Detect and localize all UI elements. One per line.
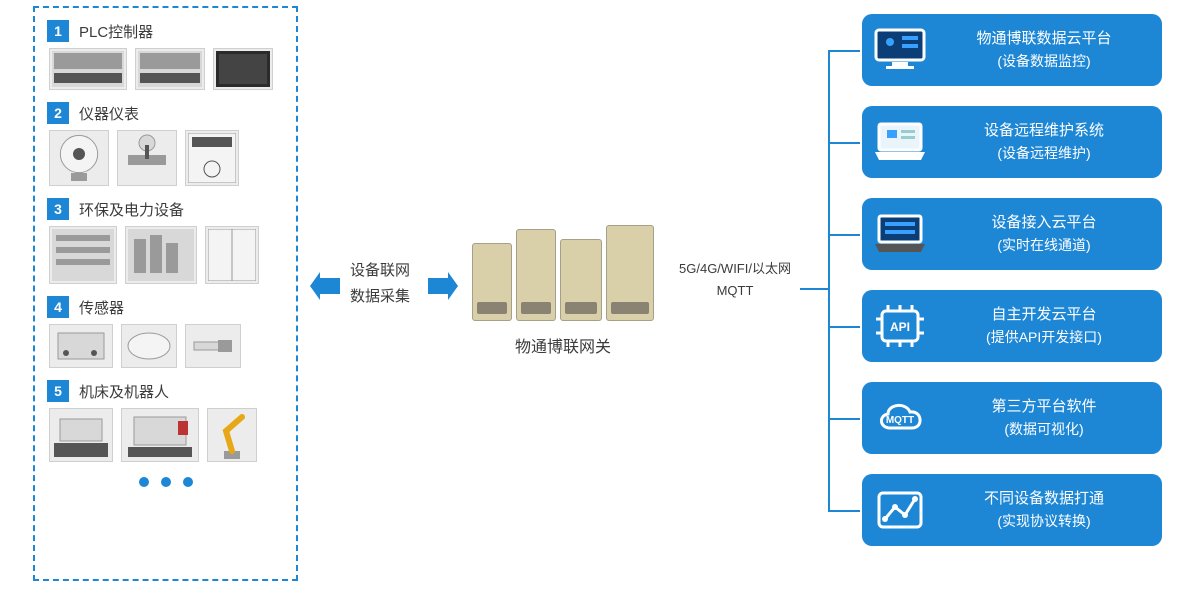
card-text: 第三方平台软件 (数据可视化) xyxy=(940,396,1148,440)
category-title: PLC控制器 xyxy=(79,21,153,42)
card-title: 设备远程维护系统 xyxy=(940,120,1148,142)
arrow-right-icon xyxy=(428,272,458,300)
category-number: 1 xyxy=(47,20,69,42)
card-text: 设备接入云平台 (实时在线通道) xyxy=(940,212,1148,256)
monitor-dash-icon xyxy=(872,24,928,76)
category-number: 4 xyxy=(47,296,69,318)
category-1: 1 PLC控制器 xyxy=(47,20,284,90)
device-thumb-lathe xyxy=(49,408,113,462)
device-thumb-rack xyxy=(135,48,205,90)
laptop-dark-icon xyxy=(872,208,928,260)
platform-card-6: 不同设备数据打通 (实现协议转换) xyxy=(862,474,1162,546)
card-text: 不同设备数据打通 (实现协议转换) xyxy=(940,488,1148,532)
label-data-collect: 数据采集 xyxy=(335,284,425,310)
device-thumb-box xyxy=(49,324,113,368)
device-thumb-pipes xyxy=(49,226,117,284)
device-thumb-plant xyxy=(125,226,197,284)
category-2: 2 仪器仪表 xyxy=(47,102,284,186)
device-categories-panel: 1 PLC控制器 2 仪器仪表 3 环保及电力设备 4 传感器 5 机床及机器人 xyxy=(33,6,298,581)
category-3: 3 环保及电力设备 xyxy=(47,198,284,284)
card-title: 自主开发云平台 xyxy=(940,304,1148,326)
platform-cards-column: 物通博联数据云平台 (设备数据监控) 设备远程维护系统 (设备远程维护) 设备接… xyxy=(862,14,1162,546)
label-mqtt: MQTT xyxy=(670,280,800,302)
category-title: 仪器仪表 xyxy=(79,103,139,124)
card-text: 自主开发云平台 (提供API开发接口) xyxy=(940,304,1148,348)
middle-labels: 设备联网 数据采集 xyxy=(335,258,425,310)
category-number: 5 xyxy=(47,380,69,402)
device-thumb-cnc xyxy=(121,408,199,462)
platform-card-4: API 自主开发云平台 (提供API开发接口) xyxy=(862,290,1162,362)
pager-dots xyxy=(47,474,284,492)
platform-card-1: 物通博联数据云平台 (设备数据监控) xyxy=(862,14,1162,86)
gateway-device-3 xyxy=(560,239,602,321)
gateway-device-2 xyxy=(516,229,556,321)
card-subtitle: (实现协议转换) xyxy=(940,510,1148,532)
device-thumb-robot-arm xyxy=(207,408,257,462)
chart-line-icon xyxy=(872,484,928,536)
network-labels: 5G/4G/WIFI/以太网 MQTT xyxy=(670,258,800,302)
device-thumb-rack xyxy=(49,48,127,90)
label-device-connect: 设备联网 xyxy=(335,258,425,284)
api-chip-icon: API xyxy=(872,300,928,352)
card-subtitle: (设备数据监控) xyxy=(940,50,1148,72)
category-number: 2 xyxy=(47,102,69,124)
card-title: 不同设备数据打通 xyxy=(940,488,1148,510)
device-thumb-clip xyxy=(185,324,241,368)
platform-card-2: 设备远程维护系统 (设备远程维护) xyxy=(862,106,1162,178)
card-title: 设备接入云平台 xyxy=(940,212,1148,234)
gateway-device-4 xyxy=(606,225,654,321)
category-title: 传感器 xyxy=(79,297,124,318)
mqtt-cloud-icon: MQTT xyxy=(872,392,928,444)
card-text: 物通博联数据云平台 (设备数据监控) xyxy=(940,28,1148,72)
device-thumb-cabinet xyxy=(205,226,259,284)
platform-card-3: 设备接入云平台 (实时在线通道) xyxy=(862,198,1162,270)
label-network-types: 5G/4G/WIFI/以太网 xyxy=(670,258,800,280)
gateway-caption: 物通博联网关 xyxy=(463,333,663,357)
category-title: 环保及电力设备 xyxy=(79,199,184,220)
category-number: 3 xyxy=(47,198,69,220)
card-text: 设备远程维护系统 (设备远程维护) xyxy=(940,120,1148,164)
gateway-cluster: 物通博联网关 xyxy=(463,225,663,357)
device-thumb-rack-dark xyxy=(213,48,273,90)
platform-card-5: MQTT 第三方平台软件 (数据可视化) xyxy=(862,382,1162,454)
device-thumb-valve xyxy=(117,130,177,186)
gateway-device-1 xyxy=(472,243,512,321)
arrow-left-icon xyxy=(310,272,340,300)
card-title: 物通博联数据云平台 xyxy=(940,28,1148,50)
device-thumb-meter xyxy=(185,130,239,186)
card-title: 第三方平台软件 xyxy=(940,396,1148,418)
category-5: 5 机床及机器人 xyxy=(47,380,284,462)
card-subtitle: (提供API开发接口) xyxy=(940,326,1148,348)
category-4: 4 传感器 xyxy=(47,296,284,368)
laptop-icon xyxy=(872,116,928,168)
card-subtitle: (实时在线通道) xyxy=(940,234,1148,256)
svg-text:API: API xyxy=(890,320,910,334)
card-subtitle: (设备远程维护) xyxy=(940,142,1148,164)
card-subtitle: (数据可视化) xyxy=(940,418,1148,440)
device-thumb-disc xyxy=(121,324,177,368)
svg-text:MQTT: MQTT xyxy=(886,415,914,426)
category-title: 机床及机器人 xyxy=(79,381,169,402)
device-thumb-camera xyxy=(49,130,109,186)
connector-lines xyxy=(800,30,860,570)
